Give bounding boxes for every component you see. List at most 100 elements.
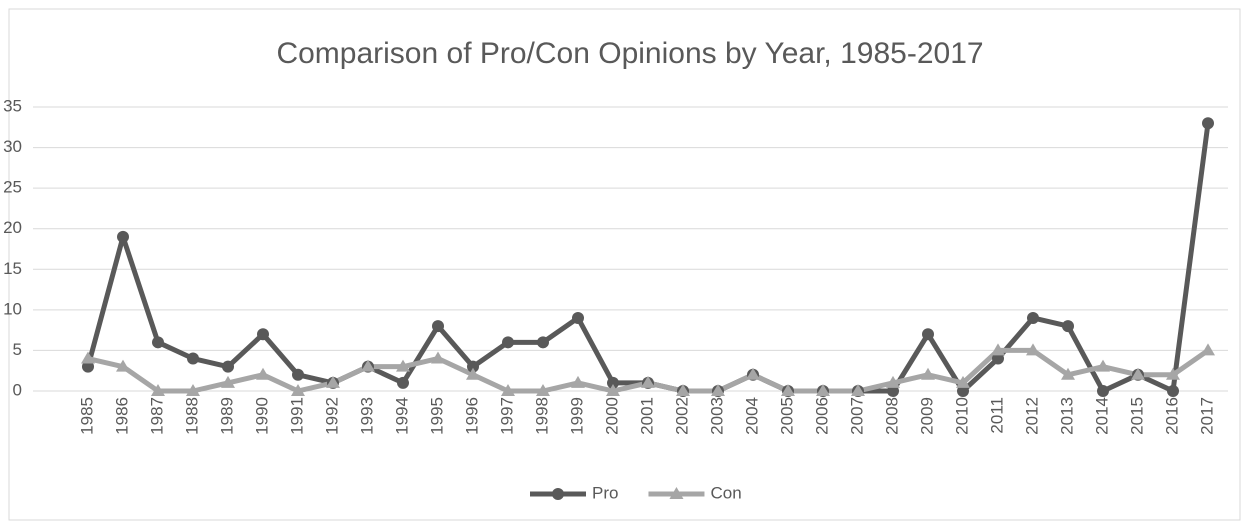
x-tick-label: 1987 xyxy=(147,397,166,435)
data-point xyxy=(432,320,444,333)
x-tick-label: 1996 xyxy=(462,397,481,435)
data-point xyxy=(326,375,340,388)
data-point xyxy=(1131,367,1145,380)
x-tick-label: 1990 xyxy=(252,397,271,435)
data-point xyxy=(957,385,969,397)
data-point xyxy=(992,352,1004,365)
x-tick-label: 2017 xyxy=(1197,397,1216,435)
data-point xyxy=(641,375,655,388)
data-point xyxy=(256,367,270,380)
y-tick-label: 15 xyxy=(3,259,22,278)
x-tick-label: 1994 xyxy=(392,397,411,435)
data-point xyxy=(571,375,585,388)
x-tick-label: 2016 xyxy=(1162,397,1181,435)
data-point xyxy=(851,384,865,396)
data-point xyxy=(676,384,690,396)
data-point xyxy=(607,376,619,389)
x-tick-label: 2012 xyxy=(1022,397,1041,435)
x-tick-label: 1998 xyxy=(532,397,551,435)
x-tick-label: 2001 xyxy=(637,397,656,435)
y-tick-label: 0 xyxy=(13,380,22,399)
data-point xyxy=(361,359,375,372)
data-point xyxy=(1167,385,1179,397)
data-point xyxy=(257,328,269,341)
data-point xyxy=(222,360,234,373)
x-tick-label: 1986 xyxy=(112,397,131,435)
chart-title: Comparison of Pro/Con Opinions by Year, … xyxy=(276,37,983,70)
y-tick-label: 25 xyxy=(3,178,22,197)
x-tick-label: 2000 xyxy=(602,397,621,435)
data-point xyxy=(921,367,935,380)
data-point xyxy=(502,336,514,349)
x-tick-label: 2008 xyxy=(882,397,901,435)
data-point xyxy=(221,375,235,388)
data-point xyxy=(292,368,304,381)
data-point xyxy=(1062,320,1074,333)
data-point xyxy=(1027,311,1039,324)
x-tick-label: 2014 xyxy=(1092,397,1111,435)
x-tick-label: 1995 xyxy=(427,397,446,435)
chart-frame xyxy=(8,8,1241,521)
data-point xyxy=(1096,359,1110,372)
data-point xyxy=(1166,367,1180,380)
data-point xyxy=(606,384,620,396)
x-tick-label: 2007 xyxy=(847,397,866,435)
data-point xyxy=(1097,385,1109,397)
data-point xyxy=(887,385,899,397)
data-point xyxy=(922,328,934,341)
data-point xyxy=(466,367,480,380)
data-point xyxy=(186,384,200,396)
data-point xyxy=(467,360,479,373)
data-point xyxy=(536,384,550,396)
x-tick-label: 2004 xyxy=(742,397,761,435)
data-point xyxy=(1026,343,1040,356)
data-point xyxy=(397,376,409,389)
data-point xyxy=(117,230,129,243)
data-point xyxy=(711,384,725,396)
data-point xyxy=(81,351,95,364)
data-point xyxy=(82,360,94,373)
data-point xyxy=(816,384,830,396)
y-tick-label: 20 xyxy=(3,218,22,237)
x-tick-label: 2015 xyxy=(1127,397,1146,435)
x-tick-label: 1991 xyxy=(287,397,306,435)
data-point xyxy=(781,384,795,396)
data-point xyxy=(1201,343,1215,356)
legend-label: Con xyxy=(710,483,741,502)
data-point xyxy=(187,352,199,365)
data-point xyxy=(501,384,515,396)
data-point xyxy=(537,336,549,349)
data-point xyxy=(152,336,164,349)
legend-marker xyxy=(669,487,684,499)
x-tick-label: 2002 xyxy=(672,397,691,435)
data-point xyxy=(991,343,1005,356)
data-point xyxy=(1202,117,1214,130)
data-point xyxy=(291,384,305,396)
data-point xyxy=(396,359,410,372)
x-tick-label: 1999 xyxy=(567,397,586,435)
y-tick-label: 10 xyxy=(3,299,22,318)
legend-marker xyxy=(552,488,564,500)
x-tick-label: 2011 xyxy=(987,397,1006,434)
data-point xyxy=(431,351,445,364)
data-point xyxy=(151,384,165,396)
x-tick-label: 1997 xyxy=(497,397,516,435)
x-tick-label: 1989 xyxy=(217,397,236,435)
data-point xyxy=(746,367,760,380)
legend-label: Pro xyxy=(592,483,618,502)
data-point xyxy=(1061,367,1075,380)
x-tick-label: 2006 xyxy=(812,397,831,435)
data-point xyxy=(956,375,970,388)
x-tick-label: 1993 xyxy=(357,397,376,435)
x-tick-label: 1988 xyxy=(182,397,201,435)
data-point xyxy=(886,375,900,388)
x-tick-label: 1992 xyxy=(322,397,341,435)
data-point xyxy=(116,359,130,372)
data-point xyxy=(572,311,584,324)
x-tick-label: 2009 xyxy=(917,397,936,435)
x-tick-label: 1985 xyxy=(77,397,96,435)
x-tick-label: 2010 xyxy=(952,397,971,435)
x-tick-label: 2013 xyxy=(1057,397,1076,435)
x-tick-label: 2003 xyxy=(707,397,726,435)
